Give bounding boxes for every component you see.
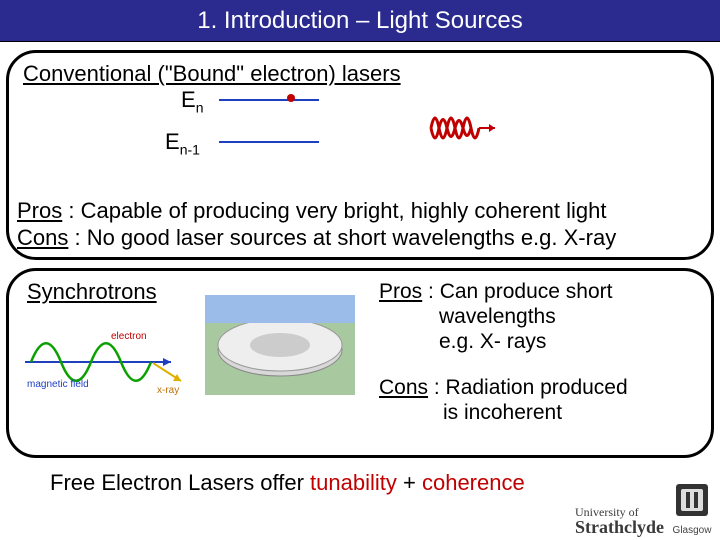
summary-accent-1: tunability [310,470,397,495]
panel-top-cons: Cons : No good laser sources at short wa… [17,225,616,251]
cons-text: : No good laser sources at short wavelen… [68,225,616,250]
label-en-prefix: E [181,87,196,112]
strath-name: Strathclyde [575,517,664,537]
photon-wave-icon [429,103,499,153]
electron-label: electron [111,331,147,342]
panel-top-proscons: Pros : Capable of producing very bright,… [17,198,616,251]
sync-cons: Cons : Radiation produced is incoherent [379,375,699,425]
level-label-lower: En-1 [165,129,200,157]
summary-prefix: Free Electron Lasers offer [50,470,310,495]
panel-bottom-heading: Synchrotrons [27,279,157,305]
level-line-upper [219,99,319,101]
summary-accent-2: coherence [422,470,525,495]
logo-block: University of Strathclyde Glasgow [575,480,712,536]
magfield-label: magnetic field [27,379,89,390]
sync-pros-l2: wavelengths [379,305,556,328]
synchrotron-facility-icon [205,295,355,395]
panel-synchrotrons: Synchrotrons electron magnetic field x-r… [6,268,714,458]
pros-text: : Capable of producing very bright, high… [62,198,606,223]
label-en1-prefix: E [165,129,180,154]
sync-cons-l2: is incoherent [379,401,562,424]
glasgow-logo-block: Glasgow [672,480,712,536]
xray-label: x-ray [157,385,179,396]
sync-pros-l1: : Can produce short [422,280,612,303]
sync-cons-label: Cons [379,376,428,399]
electron-dot [287,94,295,102]
sync-pros-label: Pros [379,280,422,303]
panel-bottom-proscons: Pros : Can produce short wavelengths e.g… [379,279,699,425]
strathclyde-logo: University of Strathclyde [575,506,664,536]
sync-cons-l1: : Radiation produced [428,376,628,399]
cons-label: Cons [17,225,68,250]
summary-line: Free Electron Lasers offer tunability + … [50,470,525,496]
label-en-sub: n [196,99,204,115]
title-bar: 1. Introduction – Light Sources [0,0,720,42]
glasgow-crest-icon [672,480,712,520]
level-label-upper: En [181,87,203,115]
pros-label: Pros [17,198,62,223]
panel-bound-lasers: Conventional ("Bound" electron) lasers E… [6,50,714,260]
sync-pros-l3: e.g. X- rays [379,330,546,353]
helix-diagram-icon: electron magnetic field x-ray [21,327,191,397]
level-line-lower [219,141,319,143]
label-en1-sub: n-1 [180,141,200,157]
panel-top-pros: Pros : Capable of producing very bright,… [17,198,616,224]
panel-top-heading: Conventional ("Bound" electron) lasers [23,61,697,87]
glasgow-text: Glasgow [672,525,712,536]
title-text: 1. Introduction – Light Sources [197,7,523,35]
summary-plus: + [397,470,422,495]
sync-pros: Pros : Can produce short wavelengths e.g… [379,279,699,355]
